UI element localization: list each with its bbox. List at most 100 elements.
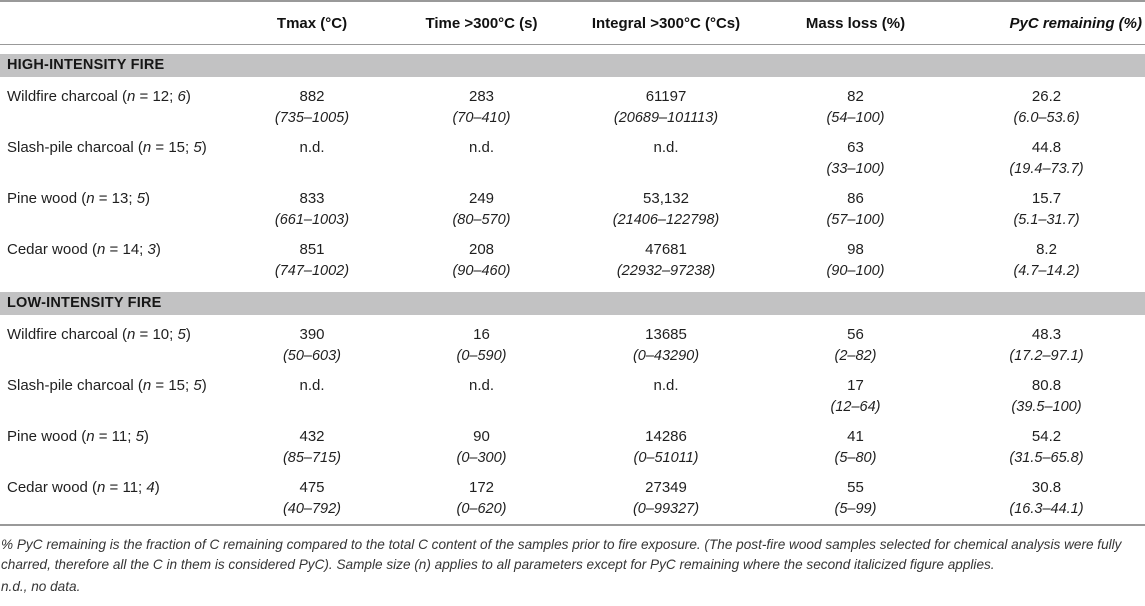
- value-cell: 30.8: [1031, 478, 1062, 496]
- row-label-spacer: [0, 160, 230, 184]
- section-header-row: LOW-INTENSITY FIRE: [0, 285, 1145, 320]
- value-cell: 54.2: [1031, 427, 1062, 445]
- row-label-part: ): [185, 87, 191, 105]
- row-label-italic-part: 3: [147, 240, 156, 258]
- section-header-label: LOW-INTENSITY FIRE: [0, 285, 1145, 320]
- range-cell: (50–603): [282, 347, 342, 364]
- row-label-italic-part: n: [127, 87, 136, 105]
- value-cell: n.d.: [653, 376, 679, 394]
- value-cell: 13685: [645, 325, 687, 343]
- range-cell: (40–792): [282, 500, 342, 517]
- row-label-italic-part: 5: [177, 325, 186, 343]
- value-cell: n.d.: [653, 138, 679, 156]
- row-label-spacer: [0, 211, 230, 235]
- row-label-part: Pine wood (: [7, 189, 87, 207]
- row-label-part: = 11;: [94, 427, 136, 445]
- range-cell: (21406–122798): [612, 211, 720, 228]
- row-label-part: Cedar wood (: [7, 478, 98, 496]
- value-cell: 63: [847, 138, 864, 156]
- row-label-italic-part: 5: [136, 189, 146, 207]
- value-cell: n.d.: [468, 138, 495, 156]
- row-label-italic-part: n: [97, 478, 106, 496]
- value-cell: 475: [299, 478, 325, 496]
- row-label-italic-part: 4: [146, 478, 155, 496]
- row-label-part: ): [201, 376, 207, 394]
- column-header-pyc-remaining: PyC remaining (%): [948, 1, 1145, 45]
- value-cell: 26.2: [1031, 87, 1062, 105]
- row-label-part: Wildfire charcoal (: [7, 87, 128, 105]
- row-label-part: Slash-pile charcoal (: [7, 376, 143, 394]
- value-cell: 56: [847, 325, 864, 343]
- column-header-mass-loss: Mass loss (%): [763, 1, 948, 45]
- row-label-part: = 15;: [151, 138, 194, 156]
- value-cell: 82: [847, 87, 864, 105]
- row-label-part: = 11;: [105, 478, 147, 496]
- value-cell: n.d.: [299, 376, 325, 394]
- value-cell: 882: [299, 87, 325, 105]
- range-cell: (0–590): [456, 347, 507, 364]
- value-cell: 249: [468, 189, 495, 207]
- value-cell: 8.2: [1036, 240, 1057, 258]
- table-row-values: Slash-pile charcoal (n = 15; 5) n.d. n.d. n…: [0, 133, 1145, 160]
- range-cell: (20689–101113): [613, 109, 719, 126]
- table-row-values: Cedar wood (n = 14; 3) 851 208 47681 98 8.2: [0, 235, 1145, 262]
- value-cell: 55: [847, 478, 864, 496]
- range-cell: (54–100): [826, 109, 885, 126]
- range-cell: (6.0–53.6): [1013, 109, 1080, 126]
- section-header-row: HIGH-INTENSITY FIRE: [0, 47, 1145, 82]
- value-cell: 86: [847, 189, 864, 207]
- range-cell: (33–100): [826, 160, 885, 177]
- range-cell: (85–715): [282, 449, 342, 466]
- value-cell: 172: [468, 478, 495, 496]
- range-cell: (0–43290): [632, 347, 700, 364]
- row-label-italic-part: 5: [193, 138, 202, 156]
- row-label-spacer: [0, 109, 230, 133]
- footnote-nd: n.d., no data.: [1, 579, 81, 595]
- column-header-tmax: Tmax (°C): [230, 1, 394, 45]
- header-row: Tmax (°C) Time >300°C (s) Integral >300°…: [0, 1, 1145, 45]
- table-row-values: Wildfire charcoal (n = 10; 5) 390 16 13685 5…: [0, 317, 1145, 347]
- value-cell: 283: [468, 87, 495, 105]
- value-cell: 27349: [645, 478, 687, 496]
- section-header-label: HIGH-INTENSITY FIRE: [0, 47, 1145, 82]
- range-cell: (12–64): [830, 398, 881, 415]
- row-label-italic-part: n: [86, 189, 95, 207]
- range-cell: (4.7–14.2): [1013, 262, 1080, 279]
- value-cell: 14286: [645, 427, 687, 445]
- range-cell: (747–1002): [274, 262, 350, 279]
- value-cell: n.d.: [299, 138, 325, 156]
- row-label-part: ): [145, 189, 151, 207]
- row-label: Wildfire charcoal (n = 12; 6): [0, 79, 230, 109]
- value-cell: 432: [299, 427, 325, 445]
- table-row-ranges: (661–1003) (80–570) (21406–122798) (57–100)…: [0, 211, 1145, 235]
- row-label-spacer: [0, 398, 230, 422]
- column-header-sample: [0, 1, 230, 45]
- range-cell: (0–300): [456, 449, 507, 466]
- table-header: Tmax (°C) Time >300°C (s) Integral >300°…: [0, 1, 1145, 45]
- range-cell: (5.1–31.7): [1013, 211, 1080, 228]
- range-cell: (735–1005): [274, 109, 350, 126]
- range-cell: (5–80): [834, 449, 877, 466]
- range-cell: (661–1003): [274, 211, 350, 228]
- value-cell: 80.8: [1031, 376, 1062, 394]
- row-label-part: ): [154, 478, 160, 496]
- row-label-part: Slash-pile charcoal (: [7, 138, 143, 156]
- value-cell: 47681: [645, 240, 687, 258]
- value-cell: 15.7: [1031, 189, 1062, 207]
- row-label: Slash-pile charcoal (n = 15; 5): [0, 371, 230, 398]
- range-cell: [569, 160, 763, 184]
- range-cell: (90–100): [826, 262, 885, 279]
- row-label-italic-part: n: [142, 376, 152, 394]
- range-cell: (39.5–100): [1011, 398, 1082, 415]
- row-label-spacer: [0, 347, 230, 371]
- row-label: Pine wood (n = 13; 5): [0, 184, 230, 211]
- range-cell: (90–460): [452, 262, 511, 279]
- value-cell: 16: [473, 325, 490, 343]
- range-cell: (80–570): [452, 211, 511, 228]
- row-label-part: = 14;: [105, 240, 148, 258]
- range-cell: [394, 398, 569, 422]
- row-label-italic-part: 5: [135, 427, 144, 445]
- row-label-italic-part: n: [142, 138, 152, 156]
- table-row-ranges: (33–100) (19.4–73.7): [0, 160, 1145, 184]
